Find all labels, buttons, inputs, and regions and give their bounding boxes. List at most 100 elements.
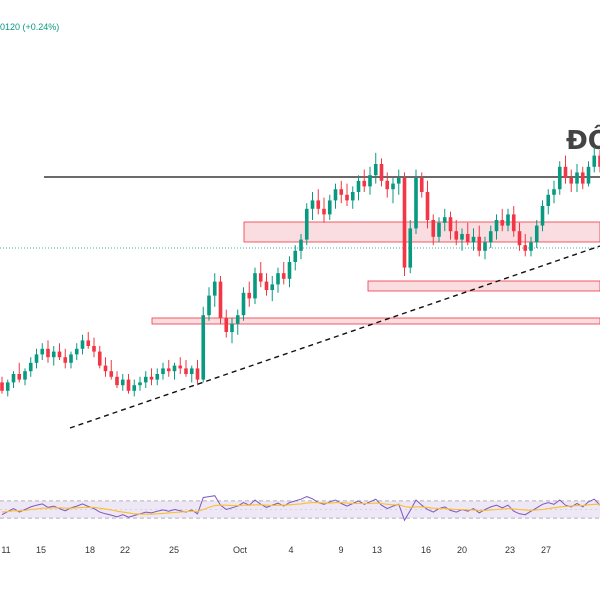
candle-8 xyxy=(46,340,50,363)
candle-body-72 xyxy=(414,178,418,229)
candle-body-79 xyxy=(454,231,459,240)
candle-body-80 xyxy=(460,234,464,240)
candle-102 xyxy=(586,161,591,187)
candle-48 xyxy=(276,267,280,293)
candle-body-101 xyxy=(580,172,585,184)
candle-body-41 xyxy=(235,315,240,324)
candle-body-92 xyxy=(529,242,533,251)
candle-37 xyxy=(212,273,217,307)
candle-72 xyxy=(414,169,418,234)
candle-59 xyxy=(339,180,344,204)
candle-91 xyxy=(523,234,528,257)
candle-body-4 xyxy=(23,371,27,380)
candle-54 xyxy=(310,192,315,220)
candle-body-21 xyxy=(120,379,125,386)
candle-body-49 xyxy=(281,273,286,279)
candle-body-100 xyxy=(575,172,579,184)
x-tick-label: Oct xyxy=(233,545,248,555)
candle-body-88 xyxy=(506,214,510,226)
zone-1 xyxy=(367,280,600,292)
candle-body-50 xyxy=(287,262,292,279)
candle-81 xyxy=(465,222,470,246)
candle-body-7 xyxy=(40,348,45,355)
candle-23 xyxy=(132,379,137,397)
candle-body-35 xyxy=(201,315,206,380)
candle-11 xyxy=(63,348,68,369)
candle-body-48 xyxy=(276,273,280,285)
candle-body-10 xyxy=(57,351,62,358)
candle-12 xyxy=(69,351,73,369)
candle-25 xyxy=(143,371,148,388)
candles xyxy=(0,147,600,397)
candle-body-89 xyxy=(511,214,516,232)
candle-101 xyxy=(580,166,585,190)
candle-84 xyxy=(483,236,487,260)
candle-body-69 xyxy=(396,178,401,184)
candle-24 xyxy=(138,376,142,391)
candle-body-87 xyxy=(500,220,505,226)
candle-body-85 xyxy=(488,231,493,243)
candle-body-34 xyxy=(195,368,200,380)
candle-body-93 xyxy=(534,225,539,243)
candle-55 xyxy=(316,189,321,215)
candle-10 xyxy=(57,343,62,360)
candle-body-38 xyxy=(218,281,223,318)
candle-6 xyxy=(34,348,39,369)
candle-body-63 xyxy=(362,180,367,187)
candle-104 xyxy=(598,150,600,173)
candle-body-46 xyxy=(264,281,269,290)
candle-9 xyxy=(51,346,56,366)
candle-27 xyxy=(155,368,160,386)
candle-44 xyxy=(253,267,257,304)
x-tick-label: 27 xyxy=(541,545,551,555)
candle-73 xyxy=(419,172,424,198)
candle-92 xyxy=(529,236,533,257)
x-tick-label: 15 xyxy=(36,545,46,555)
candle-15 xyxy=(86,332,91,349)
candle-36 xyxy=(207,287,211,321)
candle-body-73 xyxy=(419,178,424,192)
candle-body-0 xyxy=(0,382,4,391)
candle-body-74 xyxy=(425,192,430,220)
candle-97 xyxy=(557,161,562,195)
candle-39 xyxy=(224,309,229,338)
candle-94 xyxy=(540,200,545,232)
candle-77 xyxy=(442,208,447,232)
candle-body-33 xyxy=(189,368,194,374)
candle-body-54 xyxy=(310,200,315,209)
candle-body-17 xyxy=(97,351,102,366)
candle-21 xyxy=(120,374,125,391)
candle-body-2 xyxy=(11,374,16,383)
candle-body-19 xyxy=(109,371,114,377)
candle-body-68 xyxy=(391,183,395,190)
candle-60 xyxy=(345,183,349,206)
candle-26 xyxy=(149,368,154,386)
x-tick-label: 13 xyxy=(372,545,382,555)
candle-body-104 xyxy=(598,155,600,167)
candle-body-52 xyxy=(299,239,303,251)
candle-body-45 xyxy=(258,273,263,282)
candle-40 xyxy=(230,318,234,344)
candle-34 xyxy=(195,360,200,386)
candle-69 xyxy=(396,169,401,195)
x-tick-label: 25 xyxy=(169,545,179,555)
candle-28 xyxy=(161,362,165,380)
candle-body-53 xyxy=(304,208,309,240)
candle-body-51 xyxy=(293,250,298,262)
candle-46 xyxy=(264,273,269,296)
resistance-zones xyxy=(151,221,600,325)
candle-body-20 xyxy=(115,376,119,386)
candle-58 xyxy=(333,183,338,209)
candle-32 xyxy=(184,360,188,377)
candle-body-43 xyxy=(247,292,252,299)
candle-body-62 xyxy=(356,180,361,192)
candle-18 xyxy=(103,357,108,377)
candle-body-27 xyxy=(155,374,160,380)
candle-76 xyxy=(437,217,441,243)
candle-body-28 xyxy=(161,368,165,374)
x-tick-label: 9 xyxy=(338,545,343,555)
candle-body-59 xyxy=(339,189,344,195)
candle-body-61 xyxy=(350,192,355,201)
